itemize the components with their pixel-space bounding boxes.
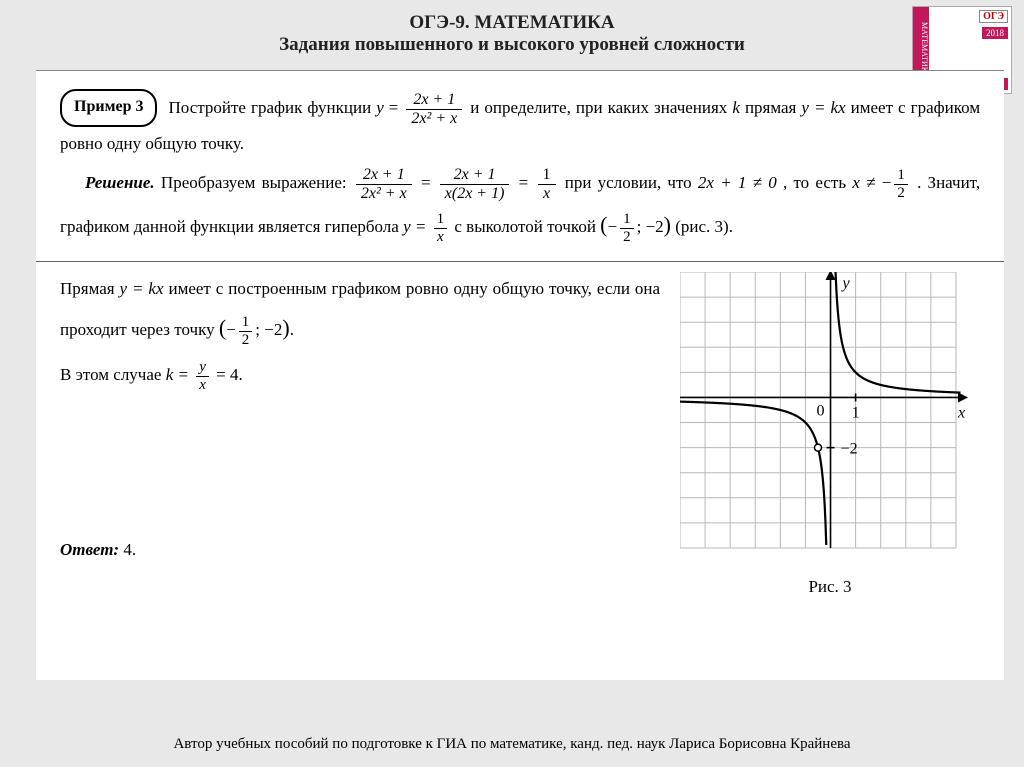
solution-block: Прямая y = kx имеет с построенным график… <box>36 262 1004 614</box>
book-year: 2018 <box>982 27 1008 39</box>
svg-text:1: 1 <box>852 405 860 422</box>
problem-statement: Пример 3 Постройте график функции y = 2x… <box>60 89 980 162</box>
solution-label: Решение. <box>85 173 155 192</box>
answer-label: Ответ: <box>60 540 119 559</box>
solution-text-column: Прямая y = kx имеет с построенным график… <box>60 272 660 575</box>
solution-para-1: Прямая y = kx имеет с построенным график… <box>60 272 660 350</box>
svg-text:0: 0 <box>816 403 824 420</box>
title-line-2: Задания повышенного и высокого уровней с… <box>20 34 1004 56</box>
book-badge: ОГЭ <box>979 10 1008 23</box>
footer-credit: Автор учебных пособий по подготовке к ГИ… <box>0 736 1024 753</box>
answer-row: Ответ: 4. <box>60 533 660 567</box>
chart-caption: Рис. 3 <box>680 570 980 604</box>
example-badge: Пример 3 <box>60 89 157 127</box>
solution-para-2: В этом случае k = yx = 4. <box>60 358 660 393</box>
svg-text:x: x <box>957 405 965 422</box>
title-line-1: ОГЭ-9. МАТЕМАТИКА <box>20 12 1004 34</box>
chart-column: y x 0 1 −2 Рис. 3 <box>680 272 980 604</box>
content-area: Пример 3 Постройте график функции y = 2x… <box>36 70 1004 680</box>
svg-text:y: y <box>841 275 851 292</box>
problem-block: Пример 3 Постройте график функции y = 2x… <box>36 71 1004 262</box>
svg-text:−2: −2 <box>841 441 858 458</box>
fraction-main: 2x + 12x² + x <box>406 91 462 127</box>
hyperbola-chart: y x 0 1 −2 <box>680 272 970 552</box>
slide-header: ОГЭ-9. МАТЕМАТИКА Задания повышенного и … <box>0 0 1024 66</box>
answer-value: 4. <box>123 540 136 559</box>
solution-text: Решение. Преобразуем выражение: 2x + 12x… <box>60 166 980 247</box>
